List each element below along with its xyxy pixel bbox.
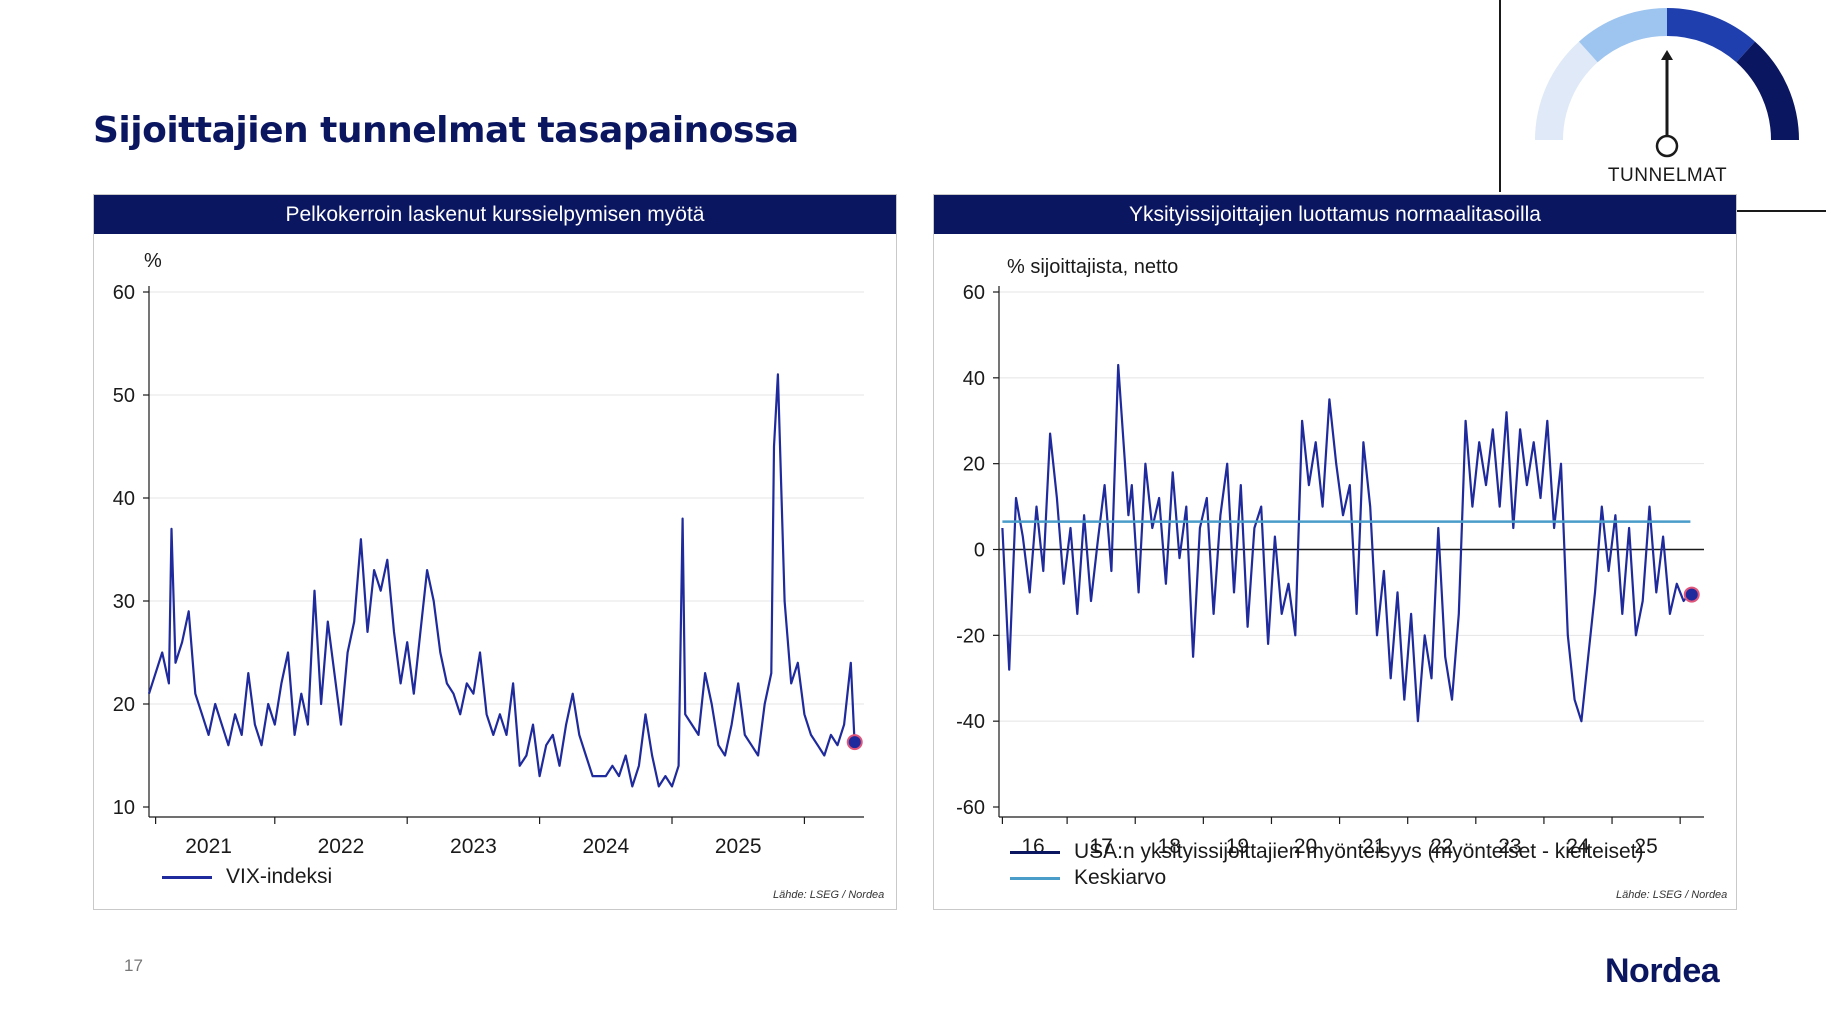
last-value-marker [846,734,863,751]
legend-label: VIX-indeksi [226,865,333,888]
x-tick-label: 2023 [450,835,497,858]
y-axis-label: % [144,250,162,272]
x-tick-label: 20 [1294,835,1317,858]
gauge-segment-3 [1667,8,1755,63]
last-value-marker [1683,586,1700,603]
page-number: 17 [124,956,143,975]
source-note: Lähde: LSEG / Nordea [773,889,885,901]
gauge-underline [1736,210,1826,212]
x-tick-label: 25 [1634,835,1657,858]
series-line [1001,363,1692,723]
y-tick-label: 20 [113,694,135,716]
y-tick-label: 60 [963,282,985,304]
y-axis-label: % sijoittajista, netto [1007,256,1178,278]
legend-label: Keskiarvo [1074,866,1167,889]
x-tick-label: 22 [1430,835,1453,858]
x-tick-label: 24 [1566,835,1590,858]
vix-chart: 10 20 30 40 50 60% 2021 2022 2023 2024 2025 [113,250,864,858]
y-tick-label: -40 [956,711,985,733]
gauge-segment-1 [1535,41,1598,140]
gauge-hub [1655,134,1679,158]
gauge-needle-tip [1661,50,1673,60]
chart-title: Yksityissijoittajien luottamus normaalit… [934,195,1736,234]
y-tick-label: 10 [113,797,135,819]
gauge-segment-4 [1736,41,1799,140]
x-tick-label: 19 [1226,835,1249,858]
y-tick-label: 0 [974,540,985,562]
x-tick-label: 2024 [582,835,629,858]
legend-item: USA:n yksityissijoittajien myönteisyys (… [1010,840,1644,864]
gauge-segment-2 [1579,8,1667,63]
y-tick-label: 20 [963,454,985,476]
y-tick-label: 50 [113,385,135,407]
legend-label: USA:n yksityissijoittajien myönteisyys (… [1074,840,1644,863]
x-tick-label: 21 [1362,835,1385,858]
gauge-divider [1499,0,1501,192]
sentiment-gauge-icon [1499,0,1826,212]
x-tick-label: 2025 [715,835,762,858]
slide-title: Sijoittajien tunnelmat tasapainossa [93,110,799,151]
chart-title: Pelkokerroin laskenut kurssielpymisen my… [94,195,896,234]
series-line [147,373,856,788]
y-tick-label: -60 [956,797,985,819]
x-tick-label: 2022 [318,835,365,858]
y-tick-label: -20 [956,625,985,647]
sentiment-chart-panel: Yksityissijoittajien luottamus normaalit… [933,194,1737,910]
vix-chart-panel: Pelkokerroin laskenut kurssielpymisen my… [93,194,897,910]
y-tick-label: 60 [113,282,135,304]
y-tick-label: 40 [113,488,135,510]
gauge-label: TUNNELMAT [1607,165,1728,186]
legend-item: Keskiarvo [1010,866,1166,890]
nordea-logo: Nordea [1605,952,1720,990]
legend-item: VIX-indeksi [162,865,332,889]
x-tick-label: 2021 [185,835,232,858]
legend-swatch [1010,850,1060,854]
x-tick-label: 18 [1158,835,1181,858]
y-tick-label: 30 [113,591,135,613]
source-note: Lähde: LSEG / Nordea [1616,889,1728,901]
x-tick-label: 17 [1089,835,1112,858]
y-tick-label: 40 [963,368,985,390]
x-tick-label: 23 [1498,835,1521,858]
legend-swatch [162,875,212,879]
legend-swatch [1010,876,1060,880]
